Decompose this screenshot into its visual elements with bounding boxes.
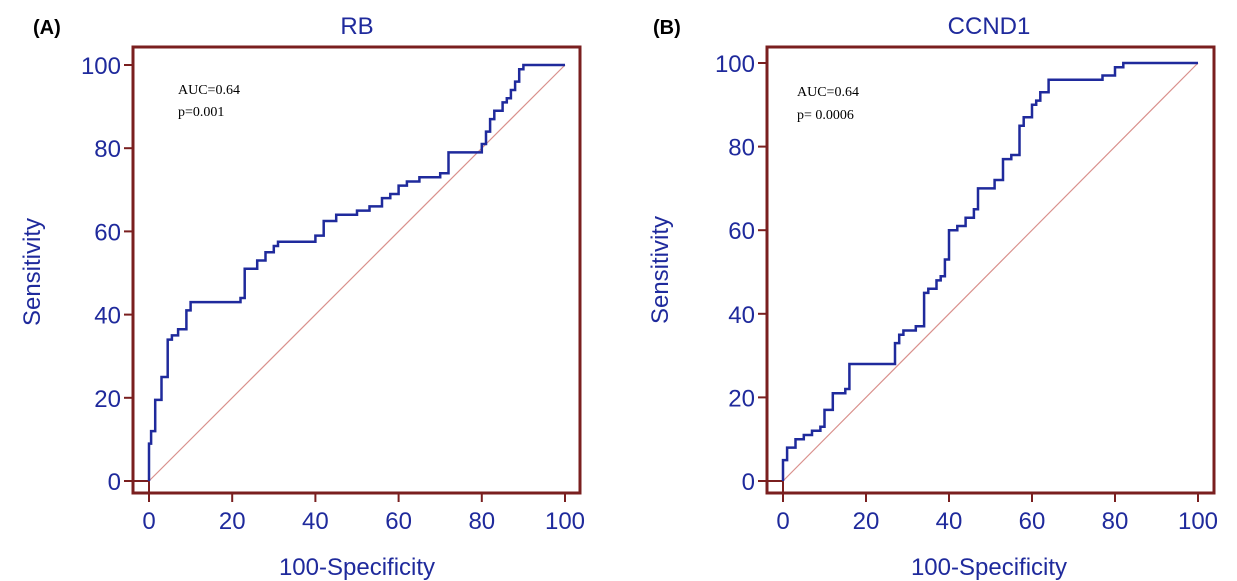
panel-b-y-axis-label: Sensitivity [647, 216, 674, 324]
panel-b-y-tick-label: 20 [728, 385, 755, 412]
panel-a-x-axis-label: 100-Specificity [279, 554, 435, 581]
panel-a-origin-marker [133, 480, 150, 493]
panel-a-x-tick-label: 20 [219, 508, 246, 535]
panel-a-x-ticks: 0 20 40 60 80 100 [133, 480, 585, 535]
panel-a-x-tick-label: 80 [468, 508, 495, 535]
panel-b-y-tick-label: 100 [715, 51, 755, 78]
panel-a-x-tick-label: 40 [302, 508, 329, 535]
panel-b-y-tick-label: 80 [728, 135, 755, 162]
panel-b-y-tick-label: 40 [728, 302, 755, 329]
panel-a: (A) RB 0 20 40 60 80 100 0 20 40 60 80 100 AUC=0.6… [19, 13, 585, 581]
panel-a-x-tick-label: 0 [142, 508, 155, 535]
panel-a-y-axis-label: Sensitivity [19, 218, 46, 326]
panel-a-title: RB [340, 13, 373, 40]
panel-b-x-tick-label: 60 [1019, 508, 1046, 535]
panel-a-p-annotation: p=0.001 [178, 105, 224, 120]
panel-a-y-ticks: 0 20 40 60 80 100 [81, 53, 133, 496]
panel-a-y-tick-label: 60 [94, 219, 121, 246]
panel-a-auc-annotation: AUC=0.64 [178, 83, 240, 98]
panel-a-x-tick-label: 100 [545, 508, 585, 535]
panel-b-x-tick-label: 0 [776, 508, 789, 535]
panel-b-reference-line [782, 62, 1199, 482]
panel-a-y-tick-label: 40 [94, 303, 121, 330]
panel-b-y-tick-label: 60 [728, 218, 755, 245]
panel-b-x-tick-label: 80 [1102, 508, 1129, 535]
panel-a-x-tick-label: 60 [385, 508, 412, 535]
panel-b-auc-annotation: AUC=0.64 [797, 85, 859, 100]
panel-b-roc-curve [781, 61, 1198, 481]
panel-b-y-tick-label: 0 [742, 469, 755, 496]
panel-b-p-annotation: p= 0.0006 [797, 108, 854, 123]
panel-b: (B) CCND1 0 20 40 60 80 100 0 20 40 60 80 100 AUC=… [647, 13, 1218, 581]
panel-a-y-tick-label: 0 [108, 469, 121, 496]
panel-b-x-tick-label: 40 [936, 508, 963, 535]
panel-b-x-tick-label: 100 [1178, 508, 1218, 535]
panel-b-x-ticks: 0 20 40 60 80 100 [767, 480, 1218, 535]
panel-a-letter: (A) [33, 17, 61, 39]
panel-a-plot-frame [131, 45, 582, 495]
panel-a-y-tick-label: 80 [94, 136, 121, 163]
panel-b-x-tick-label: 20 [853, 508, 880, 535]
panel-a-roc-curve [147, 63, 565, 481]
panel-b-y-ticks: 0 20 40 60 80 100 [715, 51, 767, 496]
panel-b-letter: (B) [653, 17, 681, 39]
panel-a-y-tick-label: 100 [81, 53, 121, 80]
panel-b-origin-marker [767, 480, 784, 493]
panel-b-x-axis-label: 100-Specificity [911, 554, 1067, 581]
panel-b-plot-frame [765, 45, 1216, 495]
panel-b-title: CCND1 [948, 13, 1031, 40]
panel-a-reference-line [148, 64, 566, 482]
panel-a-y-tick-label: 20 [94, 386, 121, 413]
